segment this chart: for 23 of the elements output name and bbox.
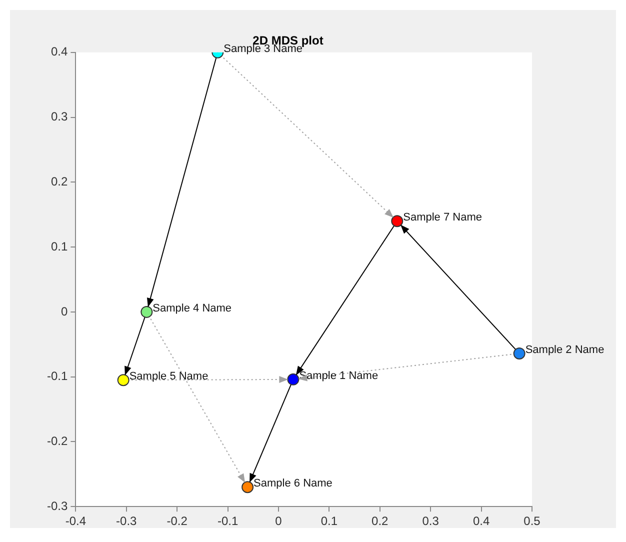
y-tick-label: -0.1 [46,369,68,384]
y-tick-label: 0.1 [50,239,68,254]
x-tick-label: 0.2 [372,514,389,528]
x-tick-label: -0.4 [65,514,86,528]
series-label: Sample 4 Name [152,302,232,314]
x-tick-label: 0.5 [524,514,541,528]
x-tick-label: -0.3 [116,514,138,528]
y-tick-label: 0.2 [50,174,68,188]
series-label: Sample 2 Name [525,344,604,356]
x-tick-label: 0.3 [422,514,440,528]
y-tick-label: 0.4 [50,44,68,59]
x-tick-label: -0.2 [166,514,188,528]
x-tick-label: -0.1 [217,514,238,528]
y-tick-label: -0.2 [46,434,68,448]
x-tick-label: 0.1 [320,514,338,528]
series-label: Sample 5 Name [129,370,208,383]
y-tick-label: 0 [60,304,68,318]
series-label: Sample 7 Name [403,212,482,224]
series-label: Sample 6 Name [254,478,332,490]
x-tick-label: 0.4 [472,514,490,528]
x-tick-label: 0 [275,514,282,528]
y-tick-label: 0.3 [50,110,68,124]
y-tick-label: -0.3 [46,498,68,513]
